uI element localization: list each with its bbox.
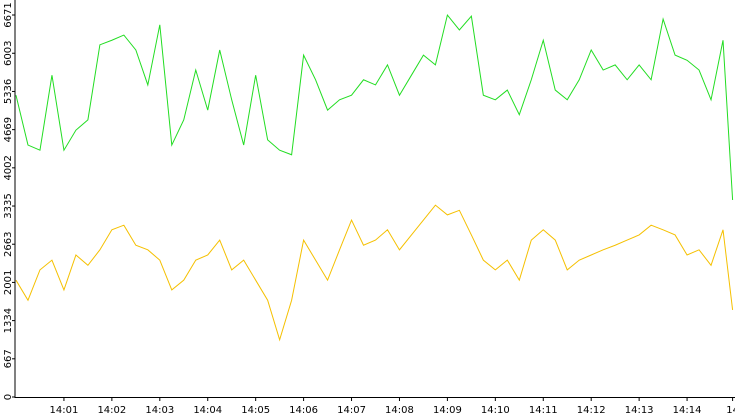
y-tick-label: 1334 — [3, 308, 14, 333]
y-tick-label: 4002 — [3, 155, 14, 180]
x-tick-label: 14:07 — [337, 405, 366, 415]
y-tick-label: 6671 — [3, 2, 14, 27]
x-tick-label: 14:09 — [433, 405, 462, 415]
series-line — [15, 204, 734, 342]
x-tick-label: 14:03 — [145, 405, 174, 415]
y-tick-label: 3335 — [3, 193, 14, 218]
x-tick-label: 14:11 — [529, 405, 558, 415]
x-tick-label: 14:10 — [481, 405, 510, 415]
x-tick-label: 14 — [726, 405, 735, 415]
y-tick-label: 4669 — [3, 117, 14, 142]
y-tick-label: 2001 — [3, 270, 14, 295]
x-tick-label: 14:01 — [50, 405, 79, 415]
series-line — [15, 13, 734, 201]
x-tick-label: 14:14 — [673, 405, 702, 415]
x-tick-label: 14:08 — [385, 405, 414, 415]
y-tick-label: 2663 — [3, 231, 14, 256]
x-tick-label: 14:13 — [625, 405, 654, 415]
x-tick-label: 14:05 — [241, 405, 270, 415]
x-tick-label: 14:06 — [289, 405, 318, 415]
x-tick-label: 14:04 — [193, 405, 222, 415]
y-tick-label: 6003 — [3, 41, 14, 66]
y-tick-label: 5336 — [3, 79, 14, 104]
y-tick-label: 667 — [3, 349, 14, 368]
y-tick-label: 0 — [3, 394, 14, 400]
x-tick-label: 14:02 — [97, 405, 126, 415]
x-tick-label: 14:12 — [577, 405, 606, 415]
